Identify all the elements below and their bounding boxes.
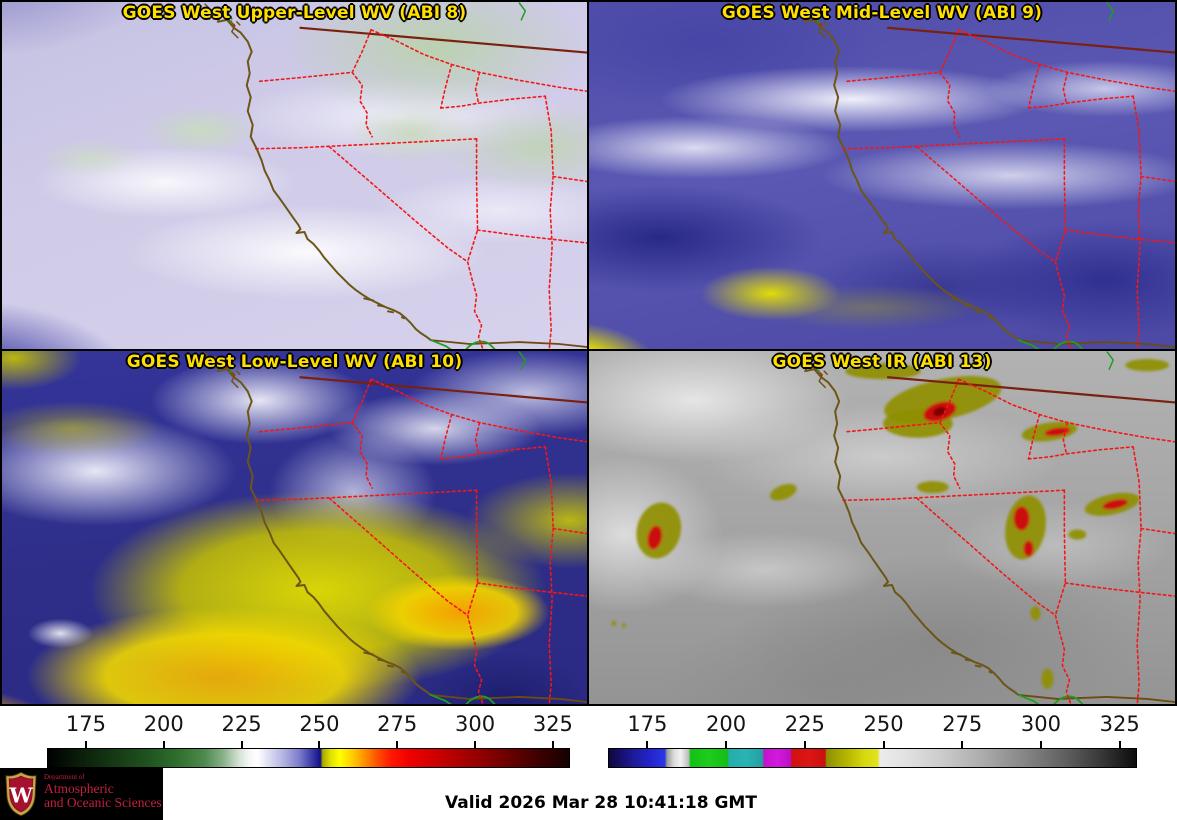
colorbar-tick-label: 275 bbox=[377, 712, 418, 736]
colorbar-tick-mark bbox=[318, 741, 321, 748]
panel-mid-level-wv[interactable]: GOES West Mid-Level WV (ABI 9) bbox=[589, 2, 1175, 349]
ir-colorbar bbox=[608, 748, 1137, 768]
colorbar-tick-label: 300 bbox=[1020, 712, 1061, 736]
colorbar-tick-mark bbox=[551, 741, 554, 748]
colorbar-tick-mark bbox=[162, 741, 165, 748]
satellite-imagery-mid-wv bbox=[589, 2, 1175, 349]
uw-crest-icon: W bbox=[5, 771, 37, 817]
colorbar-tick-label: 175 bbox=[627, 712, 668, 736]
colorbar-tick-mark bbox=[84, 741, 87, 748]
colorbar-tick-label: 200 bbox=[706, 712, 747, 736]
colorbar-tick-label: 325 bbox=[532, 712, 573, 736]
panel-title-upper-wv: GOES West Upper-Level WV (ABI 8) bbox=[122, 3, 467, 23]
colorbar-tick-mark bbox=[474, 741, 477, 748]
map-overlay-low-wv bbox=[203, 351, 587, 704]
colorbar-tick-label: 225 bbox=[784, 712, 825, 736]
aos-department-logo[interactable]: W Department of Atmospheric and Oceanic … bbox=[0, 768, 163, 820]
crest-letter: W bbox=[8, 783, 33, 808]
colorbar-tick-label: 175 bbox=[65, 712, 106, 736]
colorbar-tick-label: 300 bbox=[455, 712, 496, 736]
ir-colorbar-ticks bbox=[608, 741, 1137, 748]
panel-title-low-wv: GOES West Low-Level WV (ABI 10) bbox=[126, 352, 463, 372]
colorbar-tick-mark bbox=[646, 741, 649, 748]
colorbar-tick-label: 250 bbox=[299, 712, 340, 736]
map-overlay-mid-wv bbox=[791, 2, 1175, 349]
panel-title-ir: GOES West IR (ABI 13) bbox=[772, 352, 992, 372]
wv-colorbar-labels: 175 200 225 250 275 300 325 bbox=[47, 712, 573, 740]
colorbar-tick-label: 325 bbox=[1099, 712, 1140, 736]
wv-colorbar-ticks bbox=[47, 741, 570, 748]
satellite-imagery-low-wv bbox=[2, 351, 587, 704]
colorbar-tick-mark bbox=[803, 741, 806, 748]
map-overlay-upper-wv bbox=[203, 2, 587, 349]
colorbar-tick-label: 275 bbox=[942, 712, 983, 736]
colorbar-tick-mark bbox=[725, 741, 728, 748]
map-overlay-ir bbox=[589, 351, 1175, 704]
colorbar-tick-mark bbox=[396, 741, 399, 748]
satellite-panel-grid: GOES West Upper-Level WV (ABI 8) GOES We… bbox=[0, 0, 1177, 706]
panel-upper-level-wv[interactable]: GOES West Upper-Level WV (ABI 8) bbox=[2, 2, 587, 349]
satellite-imagery-upper-wv bbox=[2, 2, 587, 349]
logo-text: Department of Atmospheric and Oceanic Sc… bbox=[44, 773, 162, 811]
colorbar-tick-label: 250 bbox=[863, 712, 904, 736]
valid-timestamp: Valid 2026 Mar 28 10:41:18 GMT bbox=[445, 793, 757, 813]
ir-colorbar-labels: 175 200 225 250 275 300 325 bbox=[608, 712, 1140, 740]
logo-line-atmospheric: Atmospheric bbox=[44, 780, 114, 796]
logo-line-oceanic: and Oceanic Sciences bbox=[44, 795, 162, 811]
colorbar-tick-mark bbox=[1039, 741, 1042, 748]
colorbar-tick-mark bbox=[240, 741, 243, 748]
panel-low-level-wv[interactable]: GOES West Low-Level WV (ABI 10) bbox=[2, 351, 587, 704]
ir-colorbar-scale: 175 200 225 250 275 300 325 bbox=[608, 712, 1140, 770]
colorbar-tick-mark bbox=[1118, 741, 1121, 748]
wv-colorbar bbox=[47, 748, 570, 768]
colorbar-tick-label: 225 bbox=[221, 712, 262, 736]
panel-title-mid-wv: GOES West Mid-Level WV (ABI 9) bbox=[721, 3, 1043, 23]
logo-line-department: Department of bbox=[44, 773, 85, 781]
colorbar-tick-label: 200 bbox=[143, 712, 184, 736]
colorbar-tick-mark bbox=[961, 741, 964, 748]
panel-ir[interactable]: GOES West IR (ABI 13) bbox=[589, 351, 1175, 704]
satellite-imagery-ir bbox=[589, 351, 1175, 704]
wv-colorbar-scale: 175 200 225 250 275 300 325 bbox=[47, 712, 573, 770]
colorbar-tick-mark bbox=[882, 741, 885, 748]
